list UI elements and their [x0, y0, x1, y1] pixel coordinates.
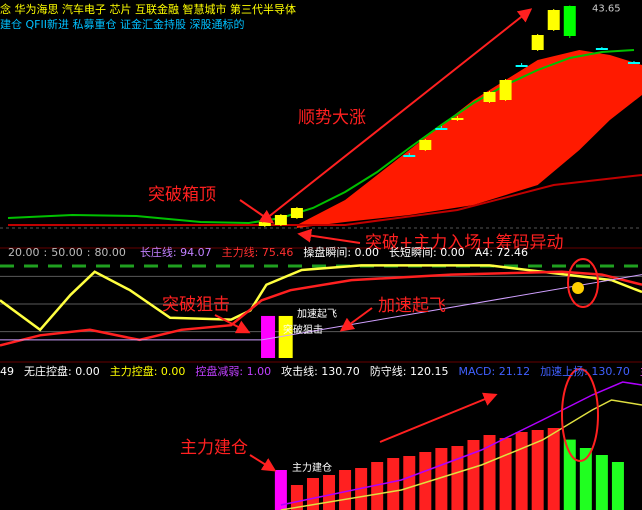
legend-entry: 操盘瞬间: 0.00 [303, 245, 379, 259]
bar [323, 475, 336, 510]
level-label: 20.00 [8, 246, 40, 259]
legend-entry: 长短瞬间: 0.00 [389, 245, 465, 259]
bar [531, 430, 544, 510]
legend-entry: 加速上扬: 130.70 [540, 364, 630, 378]
bar [563, 439, 576, 510]
legend-entry: A4: 72.46 [475, 246, 528, 259]
separator: : [44, 246, 48, 259]
arrow [214, 314, 251, 334]
candle-body [547, 10, 560, 30]
legend-entry: 控盘减弱: 1.00 [195, 364, 271, 378]
bar [371, 462, 384, 510]
level-label: 50.00 [51, 246, 83, 259]
price-label: 43.65 [592, 4, 621, 15]
candle-body [595, 48, 608, 50]
legend-entry: 主力建仓 [640, 364, 642, 378]
candle-body [531, 35, 544, 50]
annotation: 加速起飞 [378, 296, 446, 316]
bar [515, 432, 528, 510]
concept-tags: 建仓 QFII新进 私募重仓 证金汇金持股 深股通标的 [0, 17, 244, 31]
candle-body [499, 80, 512, 100]
candle-body [290, 208, 303, 218]
candle-body [563, 6, 576, 36]
arrow [297, 228, 361, 244]
candle-body [258, 222, 271, 226]
arrow [249, 454, 277, 472]
candle-body [274, 215, 287, 225]
legend-entry: 主力线: 75.46 [222, 245, 294, 259]
signal-label: 主力建仓 [292, 461, 332, 474]
annotation: 突破箱顶 [148, 185, 216, 205]
arrow [239, 199, 275, 224]
bar [306, 478, 319, 510]
bar [547, 428, 560, 510]
candle-body [419, 140, 432, 150]
separator: : [87, 246, 91, 259]
highlight [561, 368, 599, 462]
signal-bar [278, 315, 293, 358]
annotations: 顺势大涨 突破箱顶 突破+主力入场+筹码异动 突破狙击 加速起飞 主力建仓 加速… [148, 8, 599, 474]
bar [579, 448, 592, 510]
bar [274, 470, 287, 510]
signal-label: 加速起飞 [297, 308, 337, 320]
bar [499, 438, 512, 510]
bar [339, 470, 352, 510]
line [0, 270, 642, 347]
arrow [261, 8, 533, 223]
level-label: 80.00 [94, 246, 126, 259]
bar [290, 485, 303, 510]
bar [403, 456, 416, 510]
icon [572, 282, 584, 294]
line [280, 381, 642, 506]
candle-body [403, 155, 416, 157]
line [280, 399, 642, 510]
signal-label: 突破狙击 [283, 323, 323, 336]
bar [451, 446, 464, 510]
bar [483, 435, 496, 510]
line [0, 264, 642, 332]
band [296, 50, 642, 228]
line [7, 49, 635, 225]
annotation: 主力建仓 [180, 438, 248, 458]
arrow [339, 307, 373, 332]
legend-entry: 无庄控盘: 0.00 [24, 364, 100, 378]
legend-entry: 攻击线: 130.70 [281, 364, 360, 378]
bar [611, 462, 624, 510]
candle-body [627, 62, 640, 64]
legend-entry: 防守线: 120.15 [370, 364, 449, 378]
line [8, 174, 642, 226]
bar [467, 440, 480, 510]
legend-entry: 49 [0, 365, 14, 378]
line [0, 274, 642, 341]
arrow [379, 392, 498, 443]
candle-body [435, 128, 448, 130]
legend-entry: 长庄线: 94.07 [140, 245, 212, 259]
bar [595, 455, 608, 510]
candle-body [483, 92, 496, 102]
annotation: 顺势大涨 [298, 108, 366, 128]
signal-bar [261, 315, 276, 358]
annotation: 突破狙击 [162, 295, 230, 315]
plot-area [0, 5, 642, 510]
candle-body [451, 118, 464, 120]
legend-entry: 主力控盘: 0.00 [110, 364, 186, 378]
highlight [567, 258, 599, 308]
bar [419, 452, 432, 510]
legend-entry: MACD: 21.12 [459, 365, 531, 378]
bar [387, 458, 400, 510]
concept-tags: 念 华为海思 汽车电子 芯片 互联金融 智慧城市 第三代半导体 [0, 2, 296, 16]
annotation: 突破+主力入场+筹码异动 [365, 233, 564, 253]
candle-body [515, 65, 528, 67]
